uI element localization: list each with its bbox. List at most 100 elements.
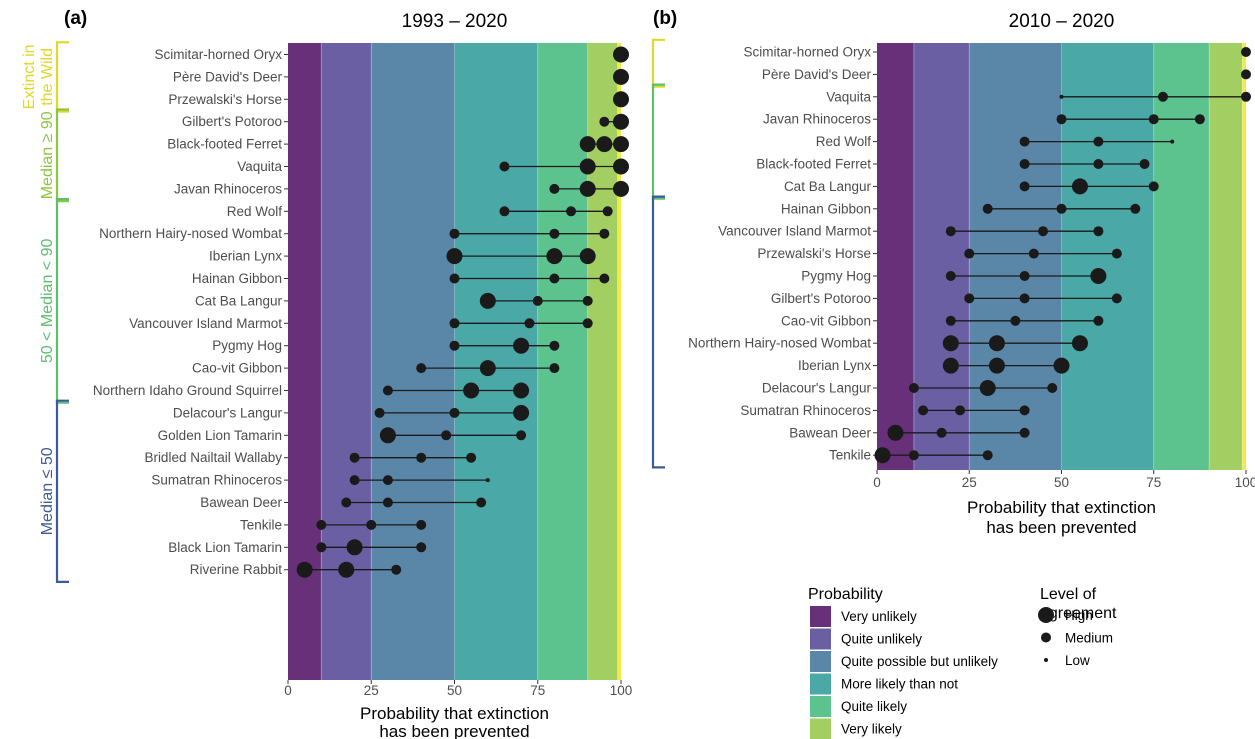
point-medium [549,228,560,239]
species-label: Scimitar-horned Oryx [154,47,282,62]
species-label: Sumatran Rhinoceros [740,403,871,418]
panel-title: 2010 – 2020 [1009,11,1115,32]
point-high [613,180,629,197]
point-medium [1038,226,1049,237]
point-high [613,68,629,85]
point-medium [499,206,510,217]
species-label: Golden Lion Tamarin [158,428,282,443]
point-medium [449,340,460,351]
x-tick-label: 25 [962,475,977,490]
point-medium [945,315,956,326]
point-medium [1241,47,1251,57]
species-label: Northern Idaho Ground Squirrel [93,383,282,398]
legend: Probability Very unlikely Quite unlikely Qu… [808,586,1117,739]
legend-item-label: Very likely [841,722,902,737]
point-medium [382,497,393,508]
legend-agreement-label: Medium [1065,631,1113,646]
band-virtually-certain [617,43,621,680]
species-label: Bawean Deer [789,425,871,440]
point-high [513,382,530,399]
legend-item-label: Quite likely [841,699,907,714]
point-medium [1241,91,1251,102]
legend-swatch-more-likely-than-not [810,673,831,695]
point-medium [449,228,460,239]
legend-swatch-very-unlikely [810,606,831,627]
point-medium [1111,248,1122,259]
species-label: Javan Rhinoceros [763,112,871,127]
point-medium [1010,315,1021,326]
band-quite-possible-but-unlikely [371,43,455,680]
point-medium [1056,114,1067,125]
point-high [596,136,613,153]
group-label: Median ≥ 90 [39,111,56,199]
species-label: Cao-vit Gibbon [781,313,871,328]
point-medium [1148,114,1159,125]
point-medium [476,497,487,508]
point-medium [341,497,352,508]
species-label: Tenkile [240,517,282,532]
x-tick-label: 50 [1054,475,1069,490]
point-medium [374,407,385,418]
x-tick-label: 0 [873,475,881,490]
point-medium [416,452,427,463]
species-label: Przewalski's Horse [757,246,871,261]
species-label: Bawean Deer [200,495,282,510]
point-high [988,357,1005,374]
point-high [513,337,530,354]
species-label: Bridled Nailtail Wallaby [144,450,282,465]
band-quite-unlikely [913,43,970,470]
band-very-unlikely [877,43,914,470]
point-high [579,136,596,153]
species-label: Cao-vit Gibbon [192,361,282,376]
point-medium [1139,159,1150,169]
point-high [379,427,396,444]
point-high [613,158,629,175]
legend-agreement-medium [1041,632,1051,643]
species-label: Sumatran Rhinoceros [151,473,282,488]
species-label: Black-footed Ferret [167,137,282,152]
point-high [874,447,891,464]
point-high [346,539,363,556]
group-bracket [55,108,69,203]
group-label: Extinct inthe Wild [21,44,56,109]
legend-item-label: Quite unlikely [841,632,922,647]
point-medium [945,226,956,237]
point-high [613,136,629,153]
species-label: Red Wolf [816,134,872,149]
point-medium [449,273,460,284]
point-medium [366,519,377,530]
point-low [1059,94,1064,99]
point-medium [441,430,452,441]
panel-tag: (a) [64,8,87,29]
point-medium [1093,226,1104,237]
point-medium [1019,136,1030,147]
point-medium [908,383,919,393]
point-medium [549,273,560,284]
group-bracket [651,195,665,469]
point-medium [549,340,560,351]
point-high [979,380,996,396]
group-bracket [651,38,665,88]
x-tick-label: 50 [447,683,462,698]
legend-agreement-title: Level of agreement [1040,586,1117,622]
point-medium [466,452,477,463]
point-medium [1047,383,1058,393]
species-label: Iberian Lynx [798,358,871,373]
point-medium [936,427,947,438]
point-medium [566,206,577,217]
group-bracket [55,41,69,113]
point-medium [316,542,327,553]
point-medium [918,405,929,416]
point-medium [1019,159,1030,169]
legend-agreement-label: Low [1065,653,1090,668]
point-medium [391,564,402,575]
point-high [546,248,563,265]
point-high [338,561,355,578]
species-label: Hainan Gibbon [192,271,282,286]
species-label: Pygmy Hog [801,269,871,284]
legend-agreement-high [1038,607,1054,623]
point-medium [582,318,593,329]
point-medium [316,519,327,530]
panel-b: 0 25 50 75 100 Probability that extinction has… [651,8,1255,537]
